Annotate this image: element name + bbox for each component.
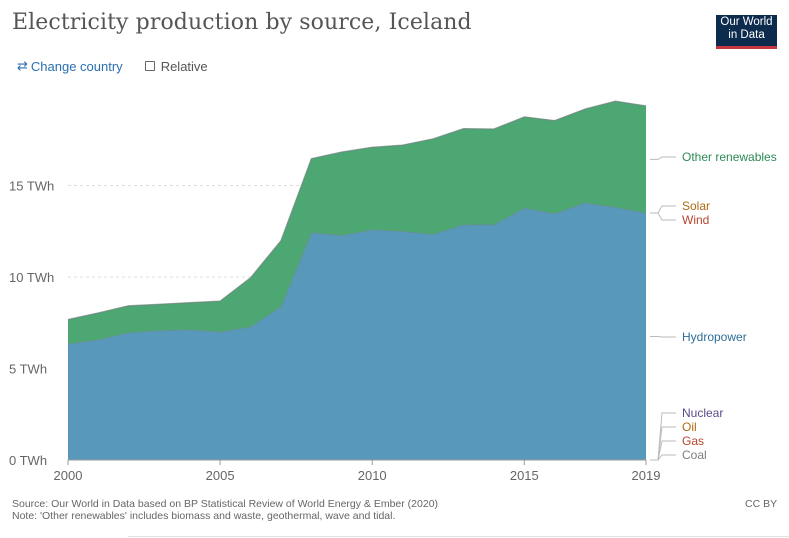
y-tick-label: 15 TWh: [9, 179, 54, 194]
legend-leader-wind: [650, 212, 676, 221]
logo-line-1: Our World: [720, 16, 773, 28]
x-tick-label: 2000: [54, 468, 83, 483]
legend-label-wind: Wind: [682, 213, 709, 227]
y-tick-label: 0 TWh: [9, 453, 47, 468]
relative-toggle[interactable]: Relative: [144, 58, 208, 74]
definition-note: Note: 'Other renewables' includes biomas…: [12, 510, 396, 522]
legend-label-solar: Solar: [682, 199, 710, 213]
y-tick-label: 10 TWh: [9, 270, 54, 285]
legend-leader-hydropower: [650, 335, 676, 338]
legend-leader-coal: [650, 454, 676, 461]
legend-leader-solar: [650, 205, 676, 214]
legend-leader-nuclear: [650, 412, 676, 461]
legend-label-gas: Gas: [682, 434, 704, 448]
legend-leader-gas: [650, 440, 676, 461]
relative-label: Relative: [160, 58, 208, 74]
swap-arrows-icon: ⇄: [17, 58, 28, 73]
area-hydropower: [68, 202, 646, 460]
chart-title: Electricity production by source, Icelan…: [12, 10, 472, 35]
x-tick-label: 2015: [510, 468, 539, 483]
change-country-button[interactable]: ⇄ Change country: [17, 58, 123, 74]
legend-label-nuclear: Nuclear: [682, 406, 723, 420]
license-label[interactable]: CC BY: [745, 498, 778, 510]
logo-line-2: in Data: [728, 29, 765, 41]
change-country-label: Change country: [30, 58, 123, 74]
x-tick-label: 2005: [206, 468, 235, 483]
owid-logo[interactable]: Our World in Data: [716, 15, 777, 49]
x-tick-label: 2010: [358, 468, 387, 483]
chart-controls: ⇄ Change country Relative: [17, 58, 208, 74]
legend-label-other-renewables: Other renewables: [682, 150, 777, 164]
legend-label-coal: Coal: [682, 448, 707, 462]
relative-checkbox[interactable]: [144, 61, 155, 71]
area-other-renewables: [68, 101, 646, 344]
bottom-divider: [128, 536, 789, 537]
chart-footer: Source: Our World in Data based on BP St…: [12, 498, 438, 522]
legend-label-hydropower: Hydropower: [682, 330, 747, 344]
y-tick-label: 5 TWh: [9, 362, 47, 377]
legend-label-oil: Oil: [682, 420, 697, 434]
legend-leader-other-renewables: [650, 156, 676, 160]
x-tick-label: 2019: [632, 468, 661, 483]
source-note: Source: Our World in Data based on BP St…: [12, 498, 439, 510]
boundary-other-renewables: [67, 100, 647, 321]
